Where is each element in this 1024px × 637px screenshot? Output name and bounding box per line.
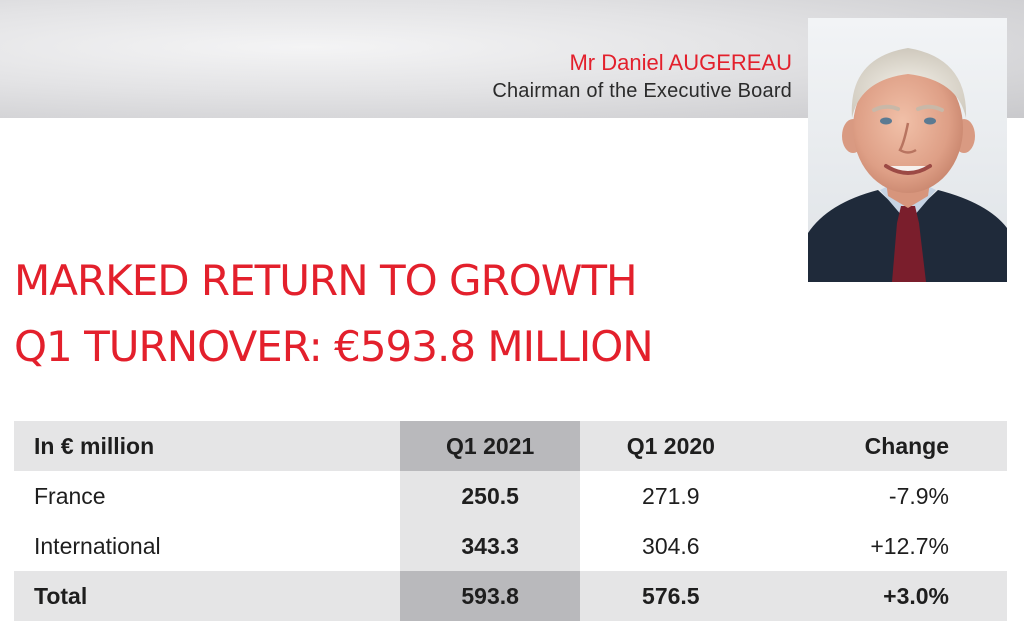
column-header-change: Change	[864, 432, 949, 459]
total-q1-2021: 593.8	[400, 571, 581, 621]
row-label: International	[34, 532, 161, 559]
value-q1-2021: 250.5	[400, 471, 581, 521]
total-change: +3.0%	[883, 582, 949, 609]
table-row: France 250.5 271.9 -7.9%	[14, 471, 1007, 521]
column-header-unit: In € million	[34, 432, 155, 459]
row-label: France	[34, 482, 106, 509]
value-q1-2021: 343.3	[400, 521, 581, 571]
executive-portrait	[808, 18, 1007, 282]
value-change: +12.7%	[870, 532, 949, 559]
headline-line-2: Q1 TURNOVER: €593.8 MILLION	[14, 322, 654, 371]
table-total-row: Total 593.8 576.5 +3.0%	[14, 571, 1007, 621]
value-q1-2020: 271.9	[642, 482, 700, 509]
headline-line-1: MARKED RETURN TO GROWTH	[14, 256, 638, 305]
column-header-q1-2020: Q1 2020	[626, 432, 715, 459]
executive-name: Mr Daniel AUGEREAU	[569, 50, 792, 75]
executive-role: Chairman of the Executive Board	[492, 80, 792, 102]
column-header-q1-2021: Q1 2021	[400, 421, 581, 471]
value-change: -7.9%	[888, 482, 949, 509]
total-label: Total	[34, 582, 88, 609]
headline: MARKED RETURN TO GROWTH Q1 TURNOVER: €59…	[14, 248, 654, 380]
table-header-row: In € million Q1 2021 Q1 2020 Change	[14, 421, 1007, 471]
value-q1-2020: 304.6	[642, 532, 700, 559]
portrait-illustration	[808, 18, 1007, 282]
table-row: International 343.3 304.6 +12.7%	[14, 521, 1007, 571]
total-q1-2020: 576.5	[642, 582, 700, 609]
turnover-table: In € million Q1 2021 Q1 2020 Change Fran…	[14, 421, 1007, 621]
